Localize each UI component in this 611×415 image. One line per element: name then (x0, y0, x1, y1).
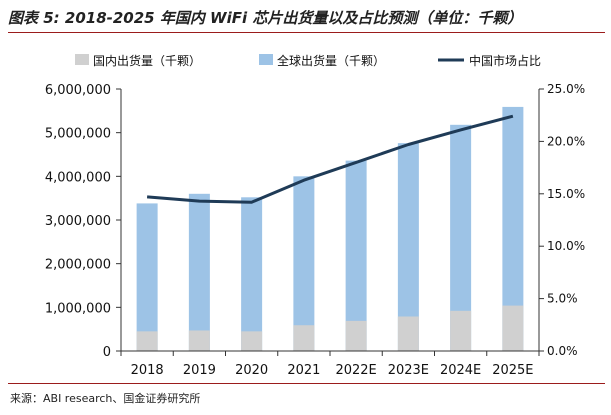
legend-swatch-1 (259, 54, 273, 65)
x-tick-label: 2021 (287, 363, 320, 378)
left-tick-label: 3,000,000 (45, 214, 111, 229)
x-tick-label: 2024E (440, 363, 481, 378)
legend-label-2: 中国市场占比 (469, 53, 541, 68)
right-tick-label: 25.0% (547, 82, 585, 96)
x-tick-label: 2019 (183, 363, 216, 378)
domestic-shipment-bars (136, 305, 524, 351)
left-tick-label: 6,000,000 (45, 83, 111, 98)
domestic-bar-2025E (502, 305, 524, 351)
global-bar-2021 (293, 176, 315, 351)
x-tick-label: 2023E (388, 363, 429, 378)
global-bar-2024E (450, 124, 472, 351)
x-tick-label: 2025E (492, 363, 533, 378)
share-line (146, 114, 514, 204)
axes: 0 1,000,000 2,000,000 3,000,000 4,000,000 5,0… (45, 82, 585, 378)
global-shipment-bars (136, 106, 524, 351)
domestic-bar-2021 (293, 325, 315, 351)
left-tick-label: 5,000,000 (45, 127, 111, 142)
global-bar-2023E (397, 143, 419, 351)
global-bar-2022E (345, 160, 367, 351)
share-line-layer (146, 114, 514, 204)
right-tick-label: 20.0% (547, 134, 585, 148)
domestic-bar-2024E (450, 310, 472, 351)
x-tick-label: 2018 (131, 363, 164, 378)
left-tick-label: 2,000,000 (45, 258, 111, 273)
x-tick-label: 2020 (235, 363, 268, 378)
source-divider (8, 383, 605, 384)
left-tick-label: 0 (103, 345, 111, 360)
source-note: 来源：ABI research、国金证券研究所 (10, 392, 201, 405)
legend-swatch-0 (75, 54, 89, 65)
legend-label-0: 国内出货量（千颗） (93, 53, 201, 68)
domestic-bar-2023E (397, 316, 419, 351)
legend: 国内出货量（千颗） 全球出货量（千颗） 中国市场占比 (75, 53, 541, 68)
domestic-bar-2019 (188, 330, 210, 351)
title-divider (8, 32, 605, 33)
right-tick-label: 5.0% (547, 292, 578, 306)
domestic-bar-2018 (136, 331, 158, 351)
chart-title: 图表 5: 2018-2025 年国内 WiFi 芯片出货量以及占比预测（单位：… (8, 9, 523, 27)
global-bar-2025E (502, 106, 524, 351)
global-bar-2018 (136, 203, 158, 351)
legend-label-1: 全球出货量（千颗） (277, 53, 385, 68)
right-tick-label: 15.0% (547, 187, 585, 201)
global-bar-2020 (241, 197, 263, 351)
right-tick-label: 10.0% (547, 239, 585, 253)
left-tick-label: 1,000,000 (45, 301, 111, 316)
x-tick-label: 2022E (335, 363, 376, 378)
domestic-bar-2022E (345, 320, 367, 351)
right-tick-label: 0.0% (547, 344, 578, 358)
left-tick-label: 4,000,000 (45, 170, 111, 185)
domestic-bar-2020 (241, 331, 263, 351)
global-bar-2019 (188, 193, 210, 351)
